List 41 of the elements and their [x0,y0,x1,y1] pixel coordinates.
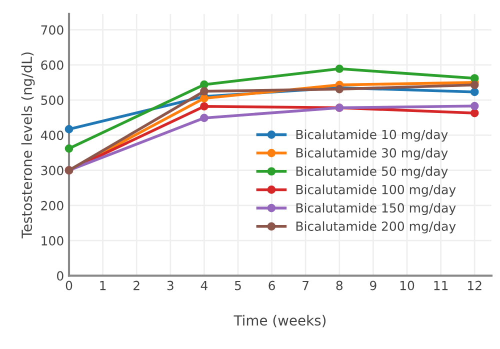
x-tick-label: 3 [167,280,174,290]
x-tick-label: 12 [468,280,482,290]
x-tick-label: 6 [268,280,275,290]
x-tick-label: 11 [434,280,448,290]
y-axis-title: Testosterone levels (ng/dL) [21,52,35,238]
point [470,74,479,82]
point [470,108,479,118]
x-axis-title: Time (weeks) [234,314,326,328]
point [335,64,344,73]
x-tick-label: 7 [302,280,309,290]
point [200,114,208,122]
x-tick-label: 9 [370,280,376,290]
x-tick-label: 2 [134,280,140,290]
point [200,87,208,96]
legend-label: Bicalutamide 200 mg/day [296,221,456,234]
point [470,102,479,110]
legend-label: Bicalutamide 50 mg/day [296,166,448,178]
y-tick-label: 0 [57,271,64,281]
y-tick-label: 600 [41,60,64,70]
y-tick-label: 100 [42,236,64,246]
point [64,144,74,153]
point [200,102,208,111]
y-tick-label: 500 [41,96,64,105]
y-tick-label: 700 [41,25,64,35]
x-tick-label: 8 [336,280,343,290]
legend-label: Bicalutamide 10 mg/day [296,130,448,142]
point [200,80,208,89]
x-tick-label: 5 [234,280,241,290]
x-tick-label: 10 [400,280,414,290]
y-tick-label: 200 [41,200,64,210]
point [64,125,74,134]
legend-label: Bicalutamide 100 mg/day [296,184,456,197]
legend-label: Bicalutamide 150 mg/day [296,202,456,216]
legend-label: Bicalutamide 30 mg/day [296,148,448,160]
point [470,80,479,90]
x-tick-label: 1 [100,280,106,290]
point [470,88,479,96]
x-tick-label: 0 [66,280,72,290]
y-tick-label: 400 [40,130,64,140]
x-tick-label: 4 [200,280,208,290]
y-tick-label: 300 [41,166,64,176]
